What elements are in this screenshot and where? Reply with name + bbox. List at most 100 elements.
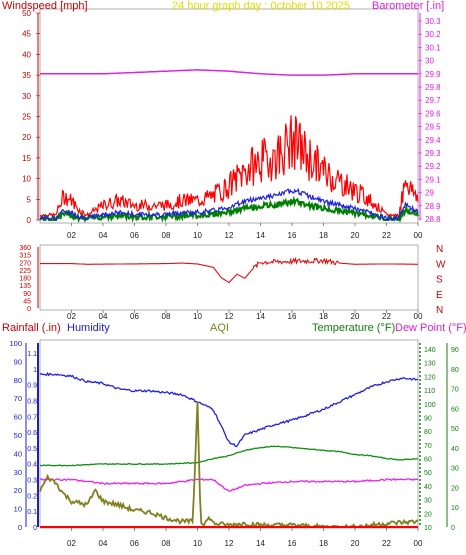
rain-y-tick-label: 0.8 <box>27 398 37 405</box>
direction-y-tick-label: 225 <box>19 268 31 275</box>
rain-y-tick-label: 1.1 <box>27 351 37 358</box>
direction-panel-frame <box>39 244 419 311</box>
rain-y-tick-label: 1 <box>33 367 37 374</box>
rain-y-tick-label: 0.7 <box>27 414 37 421</box>
rain-axis-title: Rainfall (.in) <box>2 322 61 334</box>
humidity-y-tick-label: 70 <box>14 394 22 403</box>
temperature-y-tick-label: 130 <box>424 361 436 368</box>
temperature-y-tick-label: 110 <box>424 388 435 395</box>
barometer-y-tick-label: 29.5 <box>425 123 441 132</box>
direction-x-tick-label: 18 <box>319 312 328 321</box>
temperature-y-tick-label: 10 <box>424 525 432 532</box>
barometer-y-tick-label: 30.1 <box>425 43 441 52</box>
barometer-y-tick-label: 28.9 <box>425 202 441 211</box>
direction-y-tick-label: 180 <box>19 276 31 283</box>
dewpoint-line <box>39 477 419 492</box>
rain-y-tick-label: 0 <box>33 525 37 532</box>
barometer-y-tick-label: 29.3 <box>425 149 441 158</box>
barometer-y-tick-label: 29.2 <box>425 162 441 171</box>
temperature-y-tick-label: 30 <box>424 498 432 505</box>
rain-y-tick-label: 0.9 <box>27 383 37 390</box>
humidity-y-tick-label: 80 <box>14 376 22 385</box>
direction-x-tick-label: 22 <box>382 312 391 321</box>
barometer-y-tick-label: 29.9 <box>425 70 441 79</box>
top-x-tick-label: 02 <box>67 231 76 240</box>
barometer-y-tick-label: 28.8 <box>425 215 441 224</box>
dewpoint-axis-title: Dew Point (°F) <box>395 322 466 334</box>
wind-y-tick-label: 50 <box>22 9 31 18</box>
bottom-x-tick-label: 06 <box>130 539 139 548</box>
direction-x-tick-label: 20 <box>351 312 360 321</box>
barometer-y-tick-label: 29 <box>425 189 434 198</box>
direction-compass-label: W <box>436 259 446 270</box>
temperature-y-tick-label: 120 <box>424 374 436 381</box>
dewpoint-y-tick-label: 40 <box>451 446 459 453</box>
bottom-x-tick-label: 02 <box>67 539 76 548</box>
dewpoint-y-tick-label: 60 <box>451 406 459 413</box>
direction-compass-label: N <box>436 305 443 316</box>
temperature-y-tick-label: 140 <box>424 347 436 354</box>
temperature-y-tick-label: 90 <box>424 415 432 422</box>
barometer-axis-title: Barometer [.in] <box>372 0 444 12</box>
barometer-y-tick-label: 30.3 <box>425 17 441 26</box>
bottom-x-tick-label: 00 <box>414 539 423 548</box>
temperature-y-tick-label: 20 <box>424 511 432 518</box>
direction-x-tick-label: 16 <box>288 312 297 321</box>
temperature-y-tick-label: 100 <box>424 402 436 409</box>
dewpoint-y-tick-label: 50 <box>451 426 459 433</box>
dewpoint-y-tick-label: 80 <box>451 367 459 374</box>
dewpoint-y-tick-label: 10 <box>451 505 459 512</box>
bottom-x-tick-label: 14 <box>256 539 265 548</box>
chart-dynamic-layer: 5045403530252015105030.330.230.13029.929… <box>9 9 458 548</box>
dewpoint-y-tick-label: 20 <box>451 485 459 492</box>
humidity-y-tick-label: 30 <box>14 468 22 477</box>
bottom-x-tick-label: 10 <box>193 539 202 548</box>
temperature-y-tick-label: 40 <box>424 484 432 491</box>
top-x-tick-label: 12 <box>225 231 234 240</box>
wind-y-tick-label: 35 <box>22 71 31 80</box>
direction-x-tick-label: 06 <box>130 312 139 321</box>
temperature-y-tick-label: 50 <box>424 470 432 477</box>
wind-y-tick-label: 15 <box>22 154 31 163</box>
top-x-tick-label: 00 <box>414 231 423 240</box>
direction-x-tick-label: 02 <box>67 312 76 321</box>
top-x-tick-label: 06 <box>130 231 139 240</box>
direction-x-tick-label: 08 <box>162 312 171 321</box>
bottom-x-tick-label: 08 <box>162 539 171 548</box>
dewpoint-y-tick-label: 90 <box>451 347 459 354</box>
wind-min-line <box>39 195 419 224</box>
bottom-x-tick-label: 18 <box>319 539 328 548</box>
top-x-tick-label: 20 <box>351 231 360 240</box>
top-x-tick-label: 18 <box>319 231 328 240</box>
wind-y-tick-label: 30 <box>22 92 31 101</box>
barometer-y-tick-label: 29.1 <box>425 175 441 184</box>
wind-avg-line <box>39 187 419 222</box>
top-x-tick-label: 14 <box>256 231 265 240</box>
direction-x-tick-label: 14 <box>256 312 265 321</box>
barometer-y-tick-label: 30 <box>425 57 434 66</box>
bottom-x-tick-label: 22 <box>382 539 391 548</box>
wind-y-tick-label: 40 <box>22 50 31 59</box>
dewpoint-y-tick-label: 0 <box>451 525 455 532</box>
chart-title: 24 hour graph day : 0ctober 10,2025 <box>172 0 350 12</box>
bottom-x-tick-label: 12 <box>225 539 234 548</box>
temperature-y-tick-label: 70 <box>424 443 432 450</box>
wind-y-tick-label: 25 <box>22 113 31 122</box>
humidity-axis-title: Humidity <box>67 322 110 334</box>
direction-x-tick-label: 00 <box>414 312 423 321</box>
direction-y-tick-label: 270 <box>19 260 31 267</box>
wind-y-tick-label: 10 <box>22 175 31 184</box>
rain-y-tick-label: 0.6 <box>27 430 37 437</box>
direction-x-tick-label: 04 <box>99 312 108 321</box>
bottom-x-tick-label: 20 <box>351 539 360 548</box>
rain-y-tick-label: 0.5 <box>27 446 37 453</box>
direction-y-tick-label: 360 <box>19 245 31 252</box>
temperature-axis-title: Temperature (°F) <box>312 322 395 334</box>
rain-y-tick-label: 0.3 <box>27 478 37 485</box>
rain-y-tick-label: 0.1 <box>27 509 37 516</box>
dewpoint-y-tick-label: 70 <box>451 387 459 394</box>
wind-axis-title: Windspeed [mph] <box>2 0 88 12</box>
humidity-y-tick-label: 40 <box>14 449 22 458</box>
